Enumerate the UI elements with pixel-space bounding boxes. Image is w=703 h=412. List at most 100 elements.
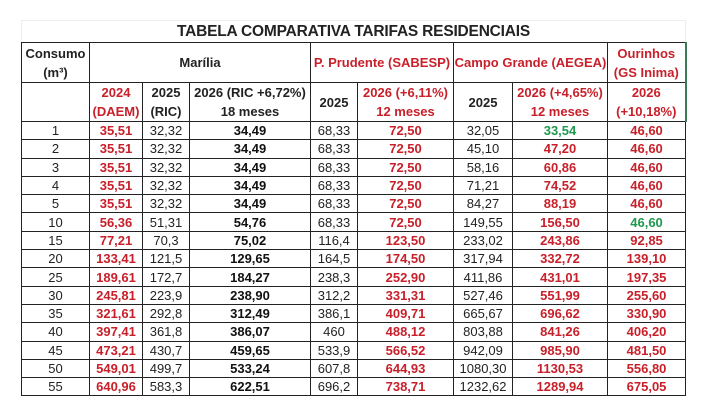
table-row: 5 35,51 32,32 34,49 68,33 72,50 84,27 88,19 46,6… [21,194,687,214]
cell-prudente-2026: 566,52 [357,340,454,360]
cell-prudente-2025: 68,33 [310,194,358,214]
cell-marilia-2025: 32,32 [142,139,190,159]
table-row: 25 189,61 172,7 184,27 238,3 252,90 411,86 431,… [21,267,687,287]
header-prudente: P. Prudente (SABESP) [310,42,454,83]
cell-campo-grande-2025: 32,05 [453,120,513,141]
cell-consumo: 5 [21,194,90,214]
cell-consumo: 10 [21,212,90,232]
cell-prudente-2025: 68,33 [310,120,358,141]
cell-consumo: 40 [21,322,90,342]
cell-prudente-2025: 386,1 [310,303,358,324]
cell-prudente-2025: 460 [310,322,358,342]
cell-campo-grande-2026: 88,19 [512,194,608,214]
table-row: 50 549,01 499,7 533,24 607,8 644,93 1080,30 113… [21,358,687,379]
cell-prudente-2025: 116,4 [310,230,358,251]
header-prudente-2026: 2026 (+6,11%) 12 meses [357,82,454,122]
cell-prudente-2026: 72,50 [357,175,454,196]
cell-campo-grande-2026: 985,90 [512,340,608,360]
table-row: 55 640,96 583,3 622,51 696,2 738,71 1232,62 128… [21,377,687,397]
cell-marilia-2026: 459,65 [189,340,311,360]
cell-prudente-2025: 68,33 [310,175,358,196]
cell-consumo: 3 [21,157,90,177]
cell-prudente-2026: 331,31 [357,285,454,305]
header-marilia-2024: 2024 (DAEM) [89,82,143,122]
cell-marilia-2025: 223,9 [142,285,190,305]
cell-ourinhos-2026: 481,50 [606,340,687,360]
table-row: 15 77,21 70,3 75,02 116,4 123,50 233,02 243,86 9… [21,230,687,251]
cell-prudente-2025: 533,9 [310,340,358,360]
cell-marilia-2025: 32,32 [142,120,190,141]
cell-consumo: 2 [21,139,90,159]
cell-prudente-2026: 72,50 [357,139,454,159]
cell-marilia-2024: 35,51 [89,175,143,196]
table-row: 40 397,41 361,8 386,07 460 488,12 803,88 841,26… [21,322,687,342]
cell-prudente-2025: 164,5 [310,249,358,269]
cell-ourinhos-2026: 675,05 [606,377,687,397]
header-campo-grande-2025: 2025 [453,82,513,122]
cell-marilia-2025: 361,8 [142,322,190,342]
cell-marilia-2026: 34,49 [189,175,311,196]
cell-marilia-2026: 533,24 [189,358,311,379]
cell-prudente-2026: 644,93 [357,358,454,379]
cell-consumo: 45 [21,340,90,360]
cell-campo-grande-2025: 149,55 [453,212,513,232]
cell-marilia-2026: 34,49 [189,194,311,214]
cell-prudente-2026: 72,50 [357,212,454,232]
consumo-label: Consumo [25,45,86,61]
cell-campo-grande-2026: 1130,53 [512,358,608,379]
cell-marilia-2025: 121,5 [142,249,190,269]
cell-marilia-2024: 473,21 [89,340,143,360]
cell-marilia-2024: 640,96 [89,377,143,397]
cell-prudente-2025: 68,33 [310,157,358,177]
ourinhos-operator: (GS Inima) [613,64,679,80]
table-row: 4 35,51 32,32 34,49 68,33 72,50 71,21 74,52 46,6… [21,175,687,196]
cell-marilia-2024: 77,21 [89,230,143,251]
cell-marilia-2024: 133,41 [89,249,143,269]
cell-consumo: 20 [21,249,90,269]
cell-marilia-2025: 583,3 [142,377,190,397]
cell-campo-grande-2025: 233,02 [453,230,513,251]
cell-marilia-2025: 292,8 [142,303,190,324]
cell-marilia-2026: 129,65 [189,249,311,269]
cell-prudente-2025: 238,3 [310,267,358,287]
cell-marilia-2025: 499,7 [142,358,190,379]
cell-campo-grande-2025: 803,88 [453,322,513,342]
cell-campo-grande-2026: 1289,94 [512,377,608,397]
cell-prudente-2026: 409,71 [357,303,454,324]
cell-prudente-2026: 738,71 [357,377,454,397]
cell-prudente-2025: 696,2 [310,377,358,397]
cell-campo-grande-2025: 317,94 [453,249,513,269]
cell-marilia-2024: 189,61 [89,267,143,287]
table-title: TABELA COMPARATIVA TARIFAS RESIDENCIAIS [20,20,687,43]
table-row: 2 35,51 32,32 34,49 68,33 72,50 45,10 47,20 46,6… [21,139,687,159]
cell-ourinhos-2026: 46,60 [606,194,687,214]
consumo-unit: (m³) [43,64,68,80]
cell-marilia-2026: 386,07 [189,322,311,342]
cell-marilia-2026: 312,49 [189,303,311,324]
cell-ourinhos-2026: 46,60 [606,175,687,196]
cell-marilia-2024: 35,51 [89,157,143,177]
cell-marilia-2024: 397,41 [89,322,143,342]
cell-prudente-2026: 72,50 [357,194,454,214]
cell-ourinhos-2026: 139,10 [606,249,687,269]
cell-campo-grande-2026: 33,54 [512,120,608,141]
cell-prudente-2026: 252,90 [357,267,454,287]
cell-marilia-2024: 245,81 [89,285,143,305]
table-row: 20 133,41 121,5 129,65 164,5 174,50 317,94 332,… [21,249,687,269]
cell-marilia-2025: 172,7 [142,267,190,287]
cell-ourinhos-2026: 46,60 [606,139,687,159]
cell-marilia-2026: 34,49 [189,120,311,141]
cell-prudente-2025: 607,8 [310,358,358,379]
cell-ourinhos-2026: 92,85 [606,230,687,251]
table-row: 1 35,51 32,32 34,49 68,33 72,50 32,05 33,54 46,6… [21,120,687,141]
cell-marilia-2026: 622,51 [189,377,311,397]
header-marilia-2025: 2025 (RIC) [142,82,190,122]
cell-campo-grande-2025: 1232,62 [453,377,513,397]
cell-campo-grande-2025: 84,27 [453,194,513,214]
table-row: 35 321,61 292,8 312,49 386,1 409,71 665,67 696,… [21,303,687,324]
cell-consumo: 15 [21,230,90,251]
cell-campo-grande-2025: 942,09 [453,340,513,360]
cell-prudente-2026: 72,50 [357,157,454,177]
cell-prudente-2026: 72,50 [357,120,454,141]
cell-campo-grande-2025: 1080,30 [453,358,513,379]
